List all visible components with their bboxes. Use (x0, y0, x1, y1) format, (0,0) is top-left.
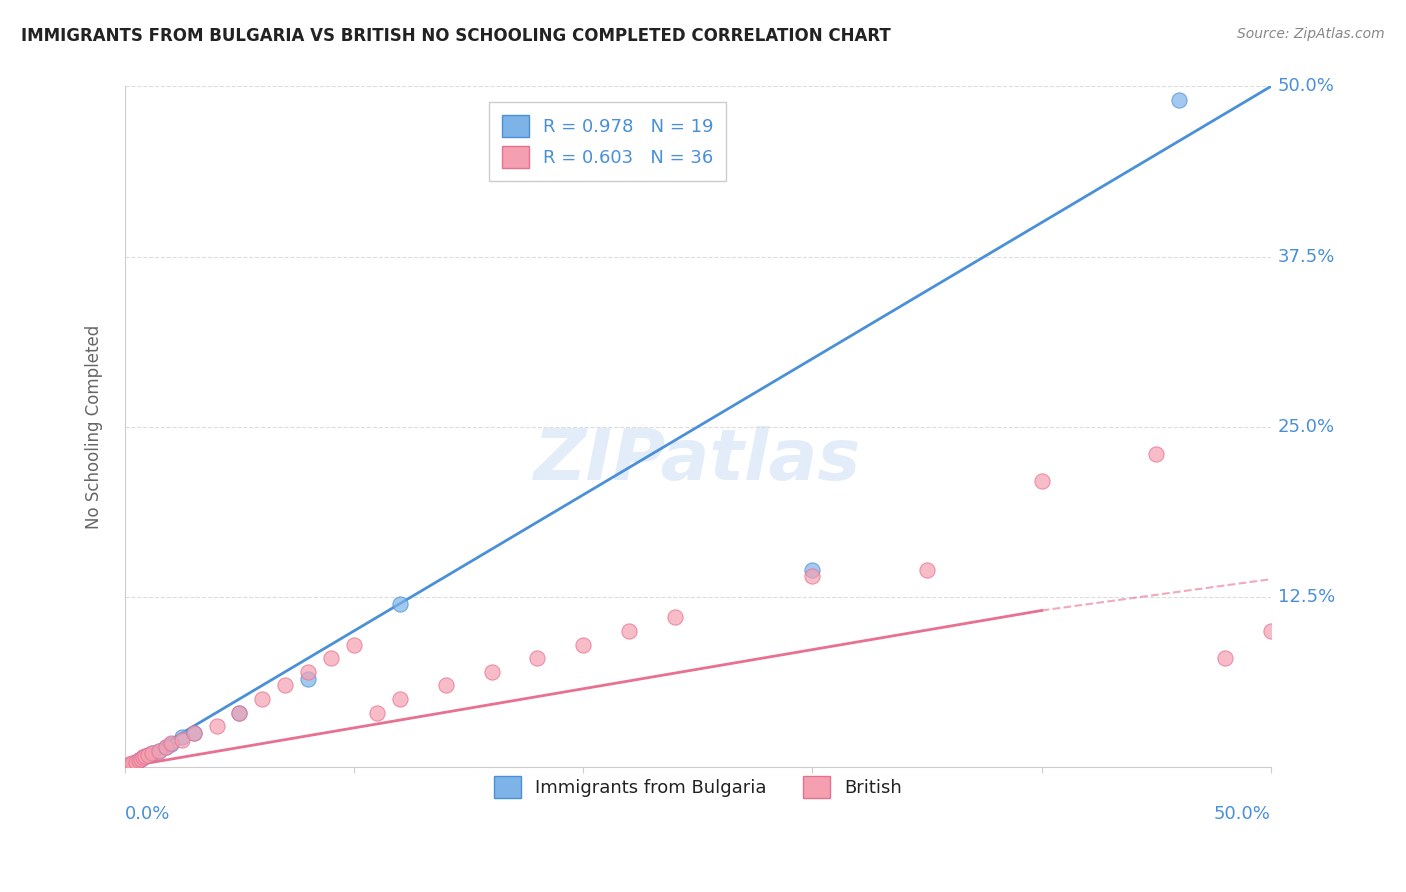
Text: 50.0%: 50.0% (1213, 805, 1271, 823)
Point (228, 706, 250, 720)
Point (183, 726, 205, 740)
Point (132, 750, 155, 764)
Text: 50.0%: 50.0% (1278, 78, 1334, 95)
Point (155, 739, 177, 754)
Point (125, 755, 148, 769)
Point (1031, 474, 1053, 488)
Point (1144, 447, 1167, 461)
Text: 37.5%: 37.5% (1278, 248, 1336, 266)
Point (388, 692, 411, 706)
Text: ZIPatlas: ZIPatlas (534, 426, 862, 495)
Point (388, 597, 411, 611)
Point (129, 752, 152, 766)
Point (141, 747, 163, 761)
Text: 25.0%: 25.0% (1278, 417, 1334, 435)
Point (274, 678, 297, 692)
Point (148, 744, 170, 758)
Point (915, 563, 938, 577)
Text: Source: ZipAtlas.com: Source: ZipAtlas.com (1237, 27, 1385, 41)
Text: 0.0%: 0.0% (125, 805, 170, 823)
Point (122, 756, 145, 770)
Point (252, 692, 274, 706)
Point (481, 665, 503, 679)
Point (129, 752, 152, 766)
Point (118, 758, 141, 772)
Point (125, 755, 148, 769)
Point (366, 706, 388, 720)
Point (141, 747, 163, 761)
Point (148, 744, 170, 758)
Point (526, 651, 548, 665)
Point (155, 739, 177, 754)
Point (801, 563, 824, 577)
Point (159, 735, 181, 749)
Point (134, 749, 156, 764)
Point (121, 757, 143, 772)
Point (115, 758, 138, 772)
Point (136, 747, 159, 762)
Point (128, 753, 150, 767)
Point (172, 732, 194, 747)
Point (159, 737, 181, 751)
Text: IMMIGRANTS FROM BULGARIA VS BRITISH NO SCHOOLING COMPLETED CORRELATION CHART: IMMIGRANTS FROM BULGARIA VS BRITISH NO S… (21, 27, 891, 45)
Point (228, 706, 250, 720)
Point (1260, 624, 1282, 638)
Point (297, 672, 319, 686)
Point (205, 719, 228, 733)
Point (572, 638, 595, 652)
Y-axis label: No Schooling Completed: No Schooling Completed (86, 325, 103, 529)
Point (136, 747, 159, 762)
Point (172, 730, 194, 744)
Point (132, 750, 155, 764)
Point (434, 678, 457, 692)
Point (297, 665, 319, 679)
Point (128, 753, 150, 767)
Point (1213, 651, 1236, 665)
Point (121, 756, 143, 770)
Point (801, 569, 824, 583)
Text: 12.5%: 12.5% (1278, 588, 1334, 606)
Point (343, 638, 366, 652)
Point (664, 610, 686, 624)
Legend: Immigrants from Bulgaria, British: Immigrants from Bulgaria, British (486, 769, 910, 805)
Point (617, 624, 640, 638)
Point (319, 651, 342, 665)
Point (183, 726, 205, 740)
Point (118, 757, 141, 772)
Point (1168, 93, 1191, 107)
